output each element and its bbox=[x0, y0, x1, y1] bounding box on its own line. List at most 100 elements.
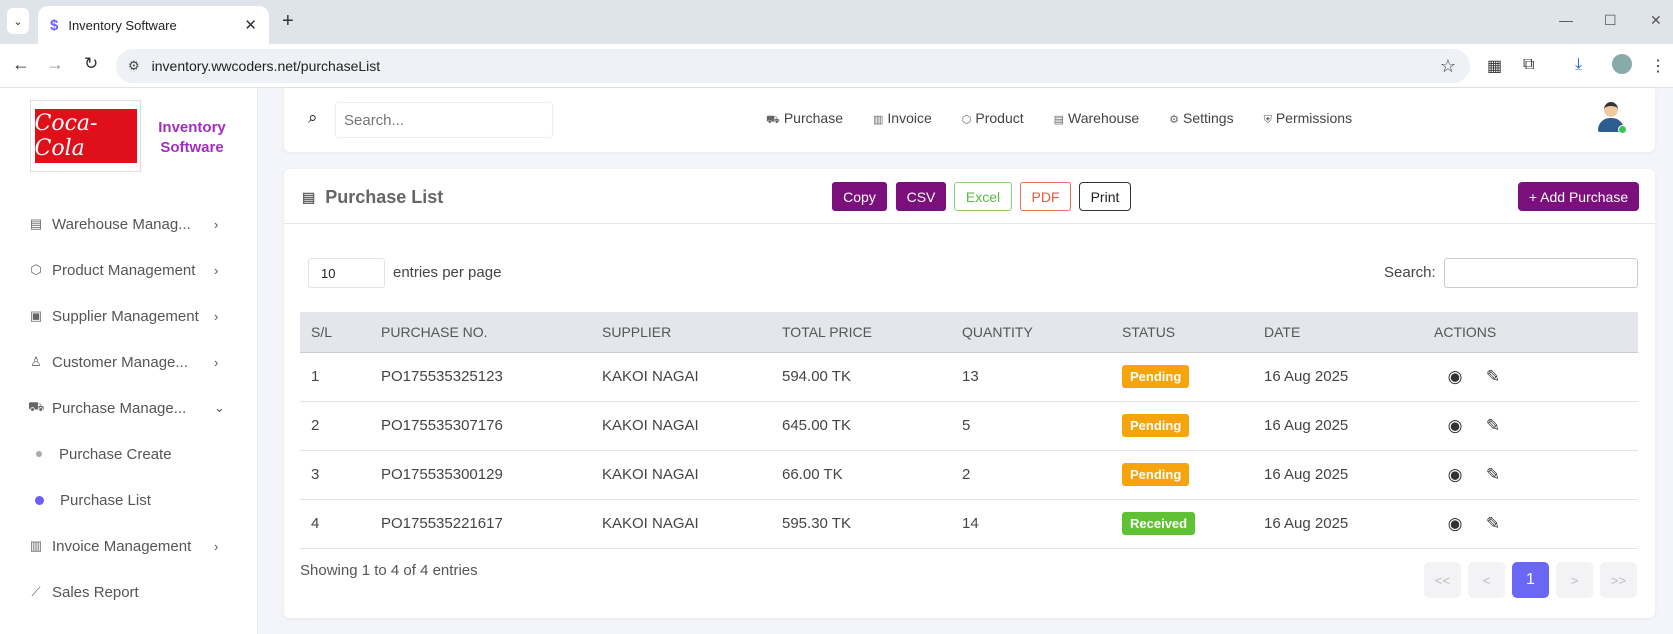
edit-icon[interactable]: ✎ bbox=[1485, 366, 1501, 386]
sidebar-item-customer[interactable]: ♙ Customer Manage... › bbox=[28, 351, 228, 373]
edit-icon[interactable]: ✎ bbox=[1485, 513, 1501, 533]
url-text: inventory.wwcoders.net/purchaseList bbox=[151, 58, 381, 74]
sidebar-item-warehouse[interactable]: ▤ Warehouse Manag... › bbox=[28, 213, 228, 235]
nav-link-purchase[interactable]: ⛟ Purchase bbox=[766, 110, 843, 128]
column-header[interactable]: S/L bbox=[300, 312, 370, 353]
site-info-icon[interactable]: ⚙ bbox=[128, 58, 140, 73]
nav-link-product[interactable]: ⬡ Product bbox=[962, 110, 1024, 128]
excel-button[interactable]: Excel bbox=[954, 182, 1012, 211]
qr-icon[interactable]: ▦ bbox=[1487, 58, 1503, 75]
minimize-icon[interactable]: — bbox=[1559, 12, 1573, 28]
column-header[interactable]: SUPPLIER bbox=[591, 312, 771, 353]
cell-actions: ◉ ✎ bbox=[1423, 401, 1638, 451]
csv-button[interactable]: CSV bbox=[896, 182, 946, 211]
view-icon[interactable]: ◉ bbox=[1447, 513, 1463, 533]
cell-sl: 2 bbox=[300, 401, 370, 451]
list-icon: ▤ bbox=[302, 189, 316, 205]
nav-link-warehouse[interactable]: ▤ Warehouse bbox=[1054, 110, 1139, 128]
sidebar-item-sales-report[interactable]: ⟋ Sales Report bbox=[28, 581, 228, 603]
gear-icon: ⚙ bbox=[1169, 114, 1179, 126]
cell-total-price: 645.00 TK bbox=[771, 401, 951, 451]
url-field[interactable]: ⚙ inventory.wwcoders.net/purchaseList ☆ bbox=[116, 49, 1470, 83]
table-row: 3 PO175535300129 KAKOI NAGAI 66.00 TK 2 … bbox=[300, 450, 1638, 500]
pager-page-1-button[interactable]: 1 bbox=[1512, 562, 1549, 598]
user-avatar[interactable] bbox=[1595, 100, 1627, 134]
sidebar-item-supplier[interactable]: ▣ Supplier Management › bbox=[28, 305, 228, 327]
sidebar-item-product[interactable]: ⬡ Product Management › bbox=[28, 259, 228, 281]
user-icon: ♙ bbox=[30, 354, 42, 369]
pager-prev-button[interactable]: < bbox=[1468, 562, 1505, 598]
cell-quantity: 2 bbox=[951, 450, 1111, 500]
column-header[interactable]: DATE bbox=[1253, 312, 1423, 353]
nav-link-invoice[interactable]: ▥ Invoice bbox=[873, 110, 932, 128]
sidebar-subitem-purchase-create[interactable]: Purchase Create bbox=[36, 443, 172, 465]
status-badge: Pending bbox=[1122, 414, 1190, 437]
extensions-icon[interactable]: ⧉ bbox=[1523, 56, 1535, 73]
chart-line-icon: ⟋ bbox=[31, 584, 41, 599]
reload-icon[interactable]: ↻ bbox=[84, 54, 99, 73]
card-header: ▤ Purchase List Copy CSV Excel PDF Print… bbox=[284, 169, 1655, 224]
back-icon[interactable]: ← bbox=[12, 54, 30, 74]
sidebar-item-label: Supplier Management bbox=[52, 307, 199, 325]
column-header[interactable]: TOTAL PRICE bbox=[771, 312, 951, 353]
nav-link-label: Product bbox=[975, 110, 1024, 126]
id-card-icon: ▣ bbox=[29, 308, 43, 323]
view-icon[interactable]: ◉ bbox=[1447, 464, 1463, 484]
print-button[interactable]: Print bbox=[1079, 182, 1131, 211]
pager-next-button[interactable]: > bbox=[1556, 562, 1593, 598]
column-header: ACTIONS bbox=[1423, 312, 1638, 353]
add-purchase-button[interactable]: + Add Purchase bbox=[1518, 182, 1639, 211]
browser-tab[interactable]: $ Inventory Software ✕ bbox=[38, 6, 269, 44]
window-close-icon[interactable]: ✕ bbox=[1650, 12, 1662, 28]
sidebar-subitem-purchase-list[interactable]: Purchase List bbox=[35, 489, 151, 511]
cell-status: Pending bbox=[1111, 401, 1253, 451]
cell-sl: 1 bbox=[300, 352, 370, 402]
close-icon[interactable]: ✕ bbox=[244, 17, 257, 34]
online-status-dot bbox=[1618, 125, 1627, 134]
favicon-icon: $ bbox=[50, 16, 59, 34]
entries-per-page-select[interactable]: 10 bbox=[308, 258, 385, 288]
cell-purchase-no: PO175535300129 bbox=[370, 450, 591, 500]
search-input[interactable] bbox=[335, 102, 553, 138]
status-badge: Pending bbox=[1122, 463, 1190, 486]
nav-link-settings[interactable]: ⚙ Settings bbox=[1169, 110, 1233, 128]
table-search-label: Search: bbox=[1384, 264, 1436, 281]
cell-purchase-no: PO175535221617 bbox=[370, 499, 591, 549]
menu-icon[interactable]: ⋮ bbox=[1650, 58, 1666, 75]
view-icon[interactable]: ◉ bbox=[1447, 366, 1463, 386]
building-icon: ▤ bbox=[29, 216, 43, 231]
search-icon[interactable]: ⌕ bbox=[308, 108, 318, 127]
cell-quantity: 13 bbox=[951, 352, 1111, 402]
column-header[interactable]: QUANTITY bbox=[951, 312, 1111, 353]
nav-link-permissions[interactable]: ⛨ Permissions bbox=[1264, 110, 1353, 128]
maximize-icon[interactable]: ☐ bbox=[1604, 12, 1617, 28]
copy-button[interactable]: Copy bbox=[832, 182, 887, 211]
column-header[interactable]: STATUS bbox=[1111, 312, 1253, 353]
page-title-text: Purchase List bbox=[325, 187, 444, 207]
new-tab-button[interactable]: + bbox=[282, 10, 294, 32]
pager-last-button[interactable]: >> bbox=[1600, 562, 1637, 598]
profile-avatar-icon[interactable] bbox=[1612, 54, 1632, 74]
pager-first-button[interactable]: << bbox=[1424, 562, 1461, 598]
column-header[interactable]: PURCHASE NO. bbox=[370, 312, 591, 353]
edit-icon[interactable]: ✎ bbox=[1485, 464, 1501, 484]
download-icon[interactable]: ⤓ bbox=[1575, 56, 1583, 73]
address-bar: ← → ↻ ⚙ inventory.wwcoders.net/purchaseL… bbox=[0, 44, 1673, 88]
view-icon[interactable]: ◉ bbox=[1447, 415, 1463, 435]
table-search-input[interactable] bbox=[1444, 258, 1638, 288]
tab-search-button[interactable]: ⌄ bbox=[7, 8, 29, 34]
sidebar-item-purchase[interactable]: ⛟ Purchase Manage... ⌄ bbox=[28, 397, 228, 419]
pdf-button[interactable]: PDF bbox=[1020, 182, 1071, 211]
edit-icon[interactable]: ✎ bbox=[1485, 415, 1501, 435]
cell-purchase-no: PO175535307176 bbox=[370, 401, 591, 451]
table-header-row: S/L PURCHASE NO. SUPPLIER TOTAL PRICE QU… bbox=[300, 312, 1638, 353]
sidebar-item-invoice[interactable]: ▥ Invoice Management › bbox=[28, 535, 228, 557]
logo: Coca-Cola bbox=[30, 100, 141, 172]
cell-status: Pending bbox=[1111, 450, 1253, 500]
chevron-right-icon: › bbox=[214, 538, 219, 554]
cell-actions: ◉ ✎ bbox=[1423, 499, 1638, 549]
bookmark-star-icon[interactable]: ☆ bbox=[1439, 55, 1456, 76]
forward-icon[interactable]: → bbox=[46, 54, 64, 74]
cell-sl: 3 bbox=[300, 450, 370, 500]
shield-icon: ⛨ bbox=[1263, 114, 1272, 126]
